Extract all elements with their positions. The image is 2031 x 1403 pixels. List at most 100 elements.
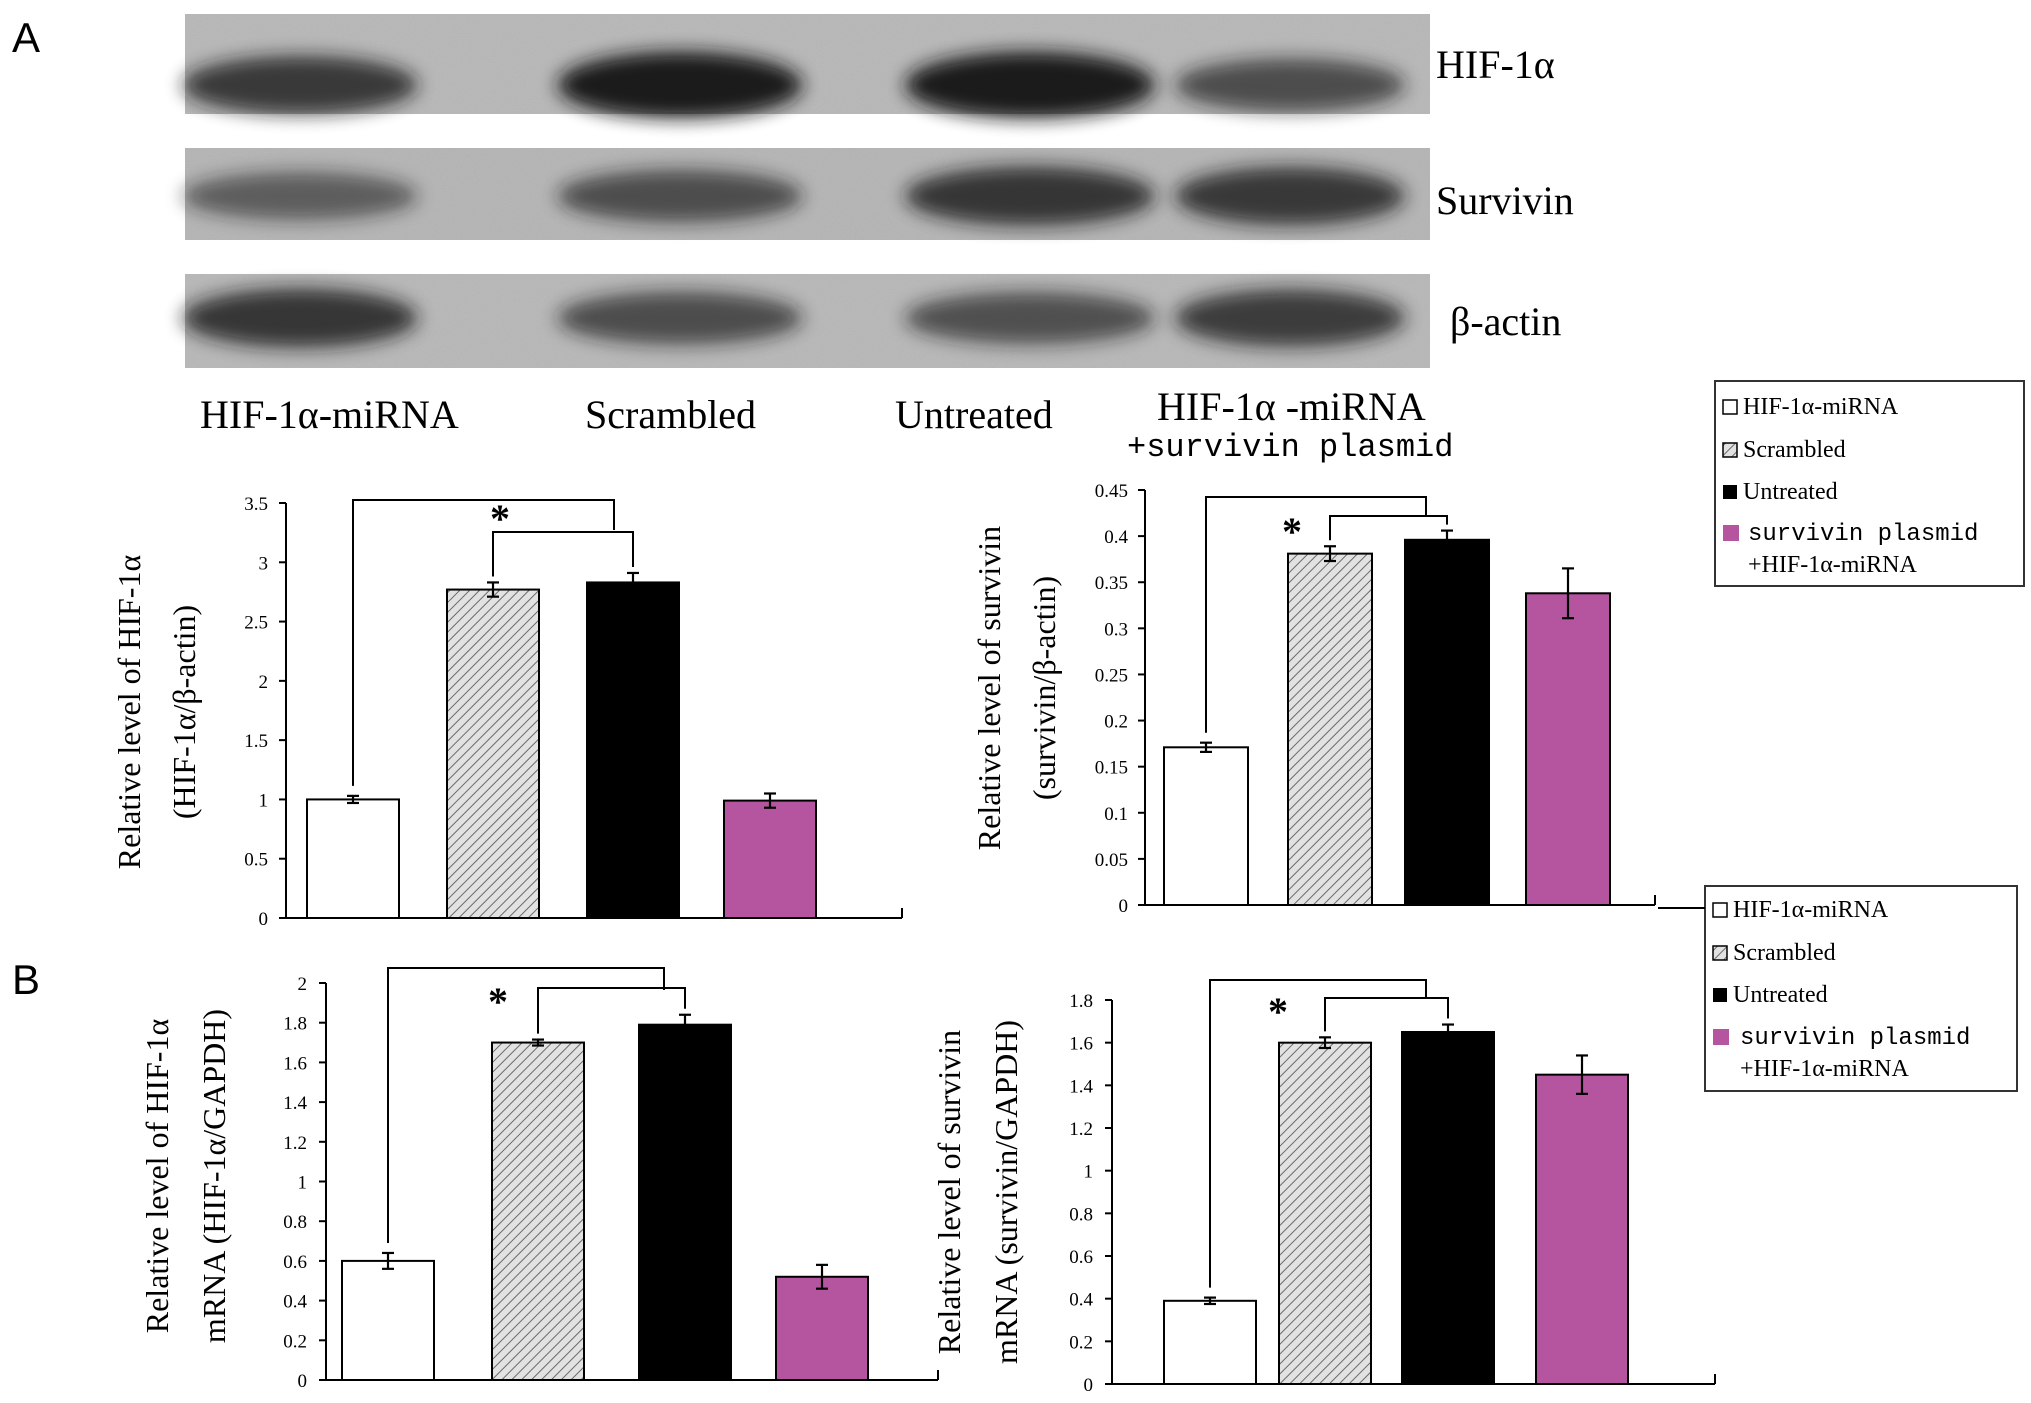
lane-label-untreated: Untreated xyxy=(895,392,1053,437)
y-tick-label: 0.8 xyxy=(1069,1204,1093,1225)
blot-label-hif1a: HIF-1α xyxy=(1436,42,1555,87)
y-tick-label: 1.6 xyxy=(283,1053,307,1074)
y-axis-label: (HIF-1α/β-actin) xyxy=(166,605,202,819)
legend-top-item-1: HIF-1α-miRNA xyxy=(1743,394,1899,420)
blot-band xyxy=(1175,58,1405,112)
bar-untreated xyxy=(1401,1031,1495,1385)
y-tick-label: 0 xyxy=(1119,896,1129,917)
blot-band xyxy=(182,288,418,348)
significance-bracket-outer xyxy=(1205,496,1427,733)
y-tick-label: 0.3 xyxy=(1104,619,1128,640)
legend-swatch-black xyxy=(1713,988,1727,1002)
bar-survivin-plasmid-hif1a-mirna xyxy=(723,799,817,919)
y-tick-label: 0 xyxy=(259,909,269,930)
lane-label-scrambled: Scrambled xyxy=(585,392,756,437)
y-axis-label: (survivin/β-actin) xyxy=(1026,576,1062,800)
chart-hif1a-protein: 0 0.5 1 1.5 2 2.5 3 3.5 Relative level of HIF-1α… xyxy=(111,494,903,930)
panel-letter-a: A xyxy=(12,14,40,61)
lane-label-hif1a-mirna-survivin: HIF-1α -miRNA xyxy=(1157,384,1426,429)
blot-strip-hif1a xyxy=(182,14,1430,119)
western-blot: HIF-1α Survivin β-actin HIF-1α-miRNA Scr… xyxy=(182,14,1574,466)
y-axis-label: mRNA (HIF-1α/GAPDH) xyxy=(196,1009,232,1343)
significance-star: * xyxy=(488,979,508,1024)
legend-top-item-2: Scrambled xyxy=(1743,437,1846,463)
significance-star: * xyxy=(1282,509,1302,554)
significance-bracket-inner xyxy=(1324,997,1449,1032)
blot-band xyxy=(182,171,418,221)
y-tick-label: 1.8 xyxy=(283,1014,307,1035)
significance-bracket-outer xyxy=(1209,979,1427,1288)
y-tick-label: 0.2 xyxy=(1069,1332,1093,1353)
y-axis-label: Relative level of HIF-1α xyxy=(139,1019,175,1334)
y-tick-label: 1 xyxy=(1084,1162,1094,1183)
legend-bottom-item-5: +HIF-1α-miRNA xyxy=(1740,1056,1909,1082)
legend-swatch-magenta xyxy=(1723,525,1739,541)
bar-scrambled xyxy=(446,588,540,919)
bar-hif1a-mirna xyxy=(1163,1299,1257,1386)
blot-strip-beta-actin xyxy=(182,274,1430,368)
significance-bracket-outer xyxy=(352,499,615,786)
blot-band xyxy=(1175,289,1405,347)
blot-band xyxy=(905,291,1155,345)
y-tick-label: 1 xyxy=(298,1173,308,1194)
y-tick-label: 1.6 xyxy=(1069,1034,1093,1055)
legend-swatch-white xyxy=(1722,399,1738,415)
blot-label-beta-actin: β-actin xyxy=(1450,299,1561,344)
blot-band xyxy=(182,55,418,115)
blot-band xyxy=(557,51,803,119)
legend-bottom-item-2: Scrambled xyxy=(1733,940,1836,966)
y-tick-label: 1.4 xyxy=(1069,1076,1093,1097)
legend-top-item-5: +HIF-1α-miRNA xyxy=(1748,552,1917,578)
legend-top: HIF-1α-miRNA Scrambled Untreated survivi… xyxy=(1714,380,2025,587)
y-tick-label: 0.15 xyxy=(1095,758,1128,779)
bar-survivin-plasmid-hif1a-mirna xyxy=(1525,592,1611,906)
bar-untreated xyxy=(638,1023,732,1382)
y-tick-label: 1.4 xyxy=(283,1093,307,1114)
chart-survivin-protein: 0 0.05 0.1 0.15 0.2 0.25 0.3 0.35 0.4 0.45 Relativ… xyxy=(971,481,1656,917)
bar-scrambled xyxy=(491,1041,585,1382)
legend-top-item-4: survivin plasmid xyxy=(1748,521,1978,548)
bar-hif1a-mirna xyxy=(1163,746,1249,906)
bar-hif1a-mirna xyxy=(306,798,400,920)
blot-band xyxy=(557,291,803,345)
y-tick-label: 0.45 xyxy=(1095,481,1128,502)
legend-bottom-item-3: Untreated xyxy=(1733,982,1828,1008)
blot-band xyxy=(1175,166,1405,226)
bar-hif1a-mirna xyxy=(341,1259,435,1382)
legend-swatch-white xyxy=(1712,902,1728,918)
y-tick-label: 1.2 xyxy=(283,1133,307,1154)
y-tick-label: 0.2 xyxy=(283,1331,307,1352)
significance-star: * xyxy=(1268,989,1288,1034)
y-tick-label: 0.6 xyxy=(1069,1247,1093,1268)
blot-label-survivin: Survivin xyxy=(1436,178,1574,223)
y-axis-label: Relative level of survivin xyxy=(931,1030,967,1354)
y-tick-label: 0.05 xyxy=(1095,850,1128,871)
y-tick-label: 0.4 xyxy=(1069,1290,1093,1311)
blot-strip-survivin xyxy=(182,148,1430,240)
y-tick-label: 2 xyxy=(298,974,308,995)
y-tick-label: 2.5 xyxy=(244,613,268,634)
chart-survivin-mrna: 0 0.2 0.4 0.6 0.8 1 1.2 1.4 1.6 1.8 Relative level… xyxy=(931,979,1716,1396)
bar-untreated xyxy=(1404,538,1490,906)
panel-letter-b: B xyxy=(12,956,40,1003)
legend-swatch-hatched xyxy=(1722,442,1738,458)
significance-star: * xyxy=(490,496,510,541)
legend-bottom-item-1: HIF-1α-miRNA xyxy=(1733,897,1889,923)
y-axis-label: mRNA (survivin/GAPDH) xyxy=(988,1020,1024,1364)
bar-untreated xyxy=(586,581,680,919)
bar-scrambled xyxy=(1287,552,1373,907)
y-tick-label: 2 xyxy=(259,672,269,693)
significance-bracket-inner xyxy=(492,531,634,577)
chart-hif1a-mrna: 0 0.2 0.4 0.6 0.8 1 1.2 1.4 1.6 1.8 2 Relative leve… xyxy=(139,967,939,1392)
bar-survivin-plasmid-hif1a-mirna xyxy=(1535,1073,1629,1385)
y-tick-label: 0.1 xyxy=(1104,804,1128,825)
y-tick-label: 1.2 xyxy=(1069,1119,1093,1140)
y-tick-label: 1.5 xyxy=(244,731,268,752)
significance-bracket-outer xyxy=(387,967,665,1243)
legend-swatch-magenta xyxy=(1713,1029,1729,1045)
blot-band xyxy=(905,166,1155,226)
lane-label-survivin-plasmid: +survivin plasmid xyxy=(1127,429,1453,466)
y-tick-label: 0 xyxy=(1084,1375,1094,1396)
y-axis-label: Relative level of HIF-1α xyxy=(111,555,147,870)
y-tick-label: 0 xyxy=(298,1371,308,1392)
